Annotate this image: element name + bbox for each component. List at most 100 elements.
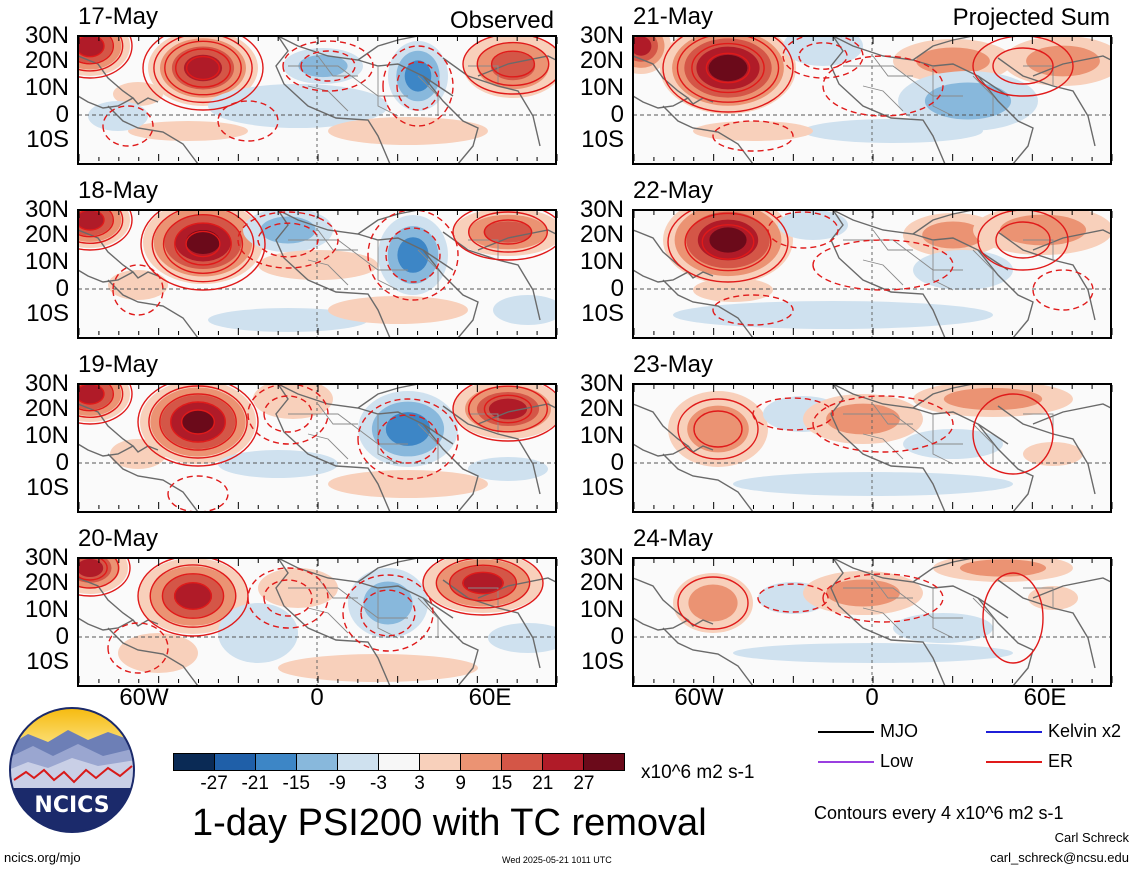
- coastline: [687, 271, 714, 279]
- er-contour: [972, 36, 1074, 97]
- latitude-label: 30N: [24, 544, 69, 571]
- map-plot: [78, 210, 556, 338]
- coastline: [830, 384, 946, 512]
- latitude-label: 10S: [26, 648, 69, 675]
- legend-line-mjo: [818, 731, 874, 733]
- panel-date-label: 21-May: [633, 3, 714, 30]
- er-contour: [367, 210, 459, 301]
- er-contour: [995, 221, 1051, 259]
- er-contour: [185, 55, 221, 81]
- latitude-label: 10S: [26, 474, 69, 501]
- psi-anomaly-shade: [483, 221, 533, 243]
- psi-anomaly-shade: [488, 623, 556, 653]
- er-contour: [752, 397, 834, 431]
- er-contour: [167, 475, 229, 512]
- colorbar-tick-label: -15: [282, 773, 310, 794]
- er-contour: [357, 398, 459, 480]
- latitude-label: 20N: [579, 221, 624, 248]
- country-border: [972, 423, 994, 464]
- er-contour: [701, 224, 755, 260]
- projected-sum-header: Projected Sum: [952, 4, 1110, 31]
- er-contour: [822, 55, 944, 117]
- latitude-label: 10S: [581, 474, 624, 501]
- er-contour: [676, 36, 780, 103]
- er-contour: [782, 36, 864, 79]
- legend-label: MJO: [880, 721, 918, 741]
- psi-anomaly-shade: [733, 472, 1013, 496]
- coastline: [442, 57, 541, 147]
- er-contour: [78, 210, 124, 245]
- coastline: [107, 627, 199, 686]
- psi-anomaly-shade: [783, 36, 863, 66]
- latitude-label: 10N: [24, 74, 69, 101]
- colorbar-swatch: [420, 754, 461, 770]
- er-contour: [175, 48, 231, 88]
- longitude-label: 60W: [119, 684, 169, 711]
- coastline: [912, 558, 974, 583]
- map-canvas: [78, 384, 556, 512]
- er-contour: [712, 120, 794, 152]
- coastline: [132, 445, 159, 453]
- psi-anomaly-shade: [258, 250, 378, 280]
- er-contour: [684, 212, 772, 272]
- colorbar-swatch: [543, 754, 584, 770]
- country-border: [307, 259, 349, 286]
- country-border: [872, 229, 913, 251]
- coastline: [107, 105, 199, 164]
- psi-anomaly-shade: [278, 654, 478, 682]
- coastline: [357, 36, 419, 61]
- colorbar-tick-label: -21: [241, 773, 269, 794]
- er-contour: [148, 385, 248, 459]
- country-border: [872, 577, 913, 599]
- er-contour: [78, 384, 124, 419]
- latitude-label: 30N: [579, 196, 624, 223]
- longitude-label: 60E: [468, 684, 512, 711]
- psi-anomaly-shade: [924, 82, 1012, 120]
- er-contour: [360, 589, 416, 637]
- er-contour: [151, 210, 255, 283]
- coastline: [277, 384, 479, 512]
- er-contour: [153, 36, 253, 104]
- map-canvas: [633, 210, 1111, 338]
- latitude-label: 30N: [579, 370, 624, 397]
- er-contour: [78, 36, 115, 65]
- footer-email: carl_schreck@ncsu.edu: [990, 850, 1129, 865]
- country-border: [872, 55, 913, 77]
- map-canvas: [633, 36, 1111, 164]
- country-border: [417, 597, 439, 638]
- psi-anomaly-shade: [1023, 442, 1083, 466]
- er-contour: [185, 230, 221, 258]
- latitude-label: 10S: [581, 126, 624, 153]
- figure-title: 1-day PSI200 with TC removal: [192, 802, 707, 844]
- coastline: [832, 210, 1034, 338]
- er-contour: [483, 219, 533, 245]
- coastline: [442, 405, 541, 495]
- colorbar-units: x10^6 m2 s-1: [641, 762, 755, 783]
- country-border: [468, 239, 499, 260]
- er-contour: [483, 394, 533, 424]
- latitude-label: 10S: [26, 126, 69, 153]
- psi-anomaly-shade: [385, 412, 431, 446]
- coastline: [277, 36, 479, 164]
- er-contour: [174, 222, 232, 266]
- latitude-label: 0: [610, 449, 624, 476]
- er-contour: [798, 42, 848, 70]
- psi-anomaly-shade: [493, 295, 556, 325]
- country-border: [288, 587, 408, 619]
- colorbar-tick-label: -9: [328, 773, 346, 794]
- colorbar-tick-label: 21: [532, 773, 554, 794]
- country-border: [932, 240, 954, 291]
- coastline: [830, 210, 946, 338]
- er-contour: [476, 41, 550, 87]
- latitude-label: 10N: [579, 596, 624, 623]
- coastline: [357, 558, 419, 583]
- latitude-label: 0: [55, 449, 69, 476]
- country-border: [972, 249, 994, 290]
- country-border: [972, 75, 994, 116]
- coastline: [422, 597, 454, 619]
- latitude-label: 30N: [24, 370, 69, 397]
- er-contour: [78, 384, 133, 425]
- psi-anomaly-shade: [490, 51, 536, 81]
- er-contour: [767, 211, 839, 249]
- er-contour: [142, 36, 264, 111]
